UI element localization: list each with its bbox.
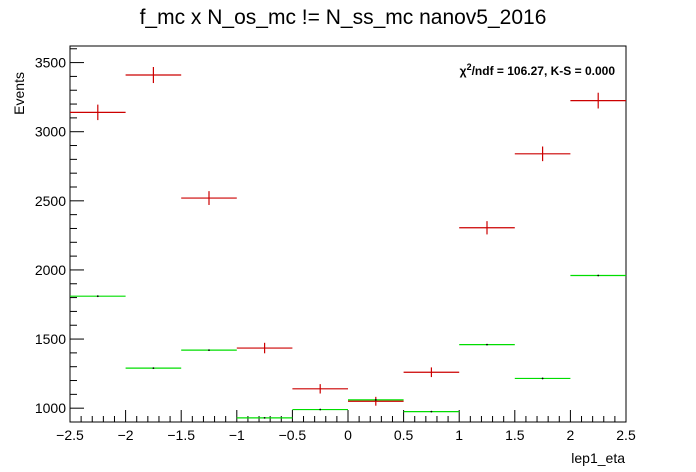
y-tick-label: 1500 [35, 331, 66, 347]
x-tick-label: −2 [118, 427, 134, 443]
green-point [208, 349, 210, 352]
y-axis-label: Events [11, 72, 27, 115]
green-point [152, 367, 155, 369]
y-tick-label: 1000 [35, 400, 66, 416]
green-point [263, 416, 266, 419]
stats-text: χ2/ndf = 106.27, K-S = 0.000 [460, 62, 616, 78]
y-tick-label: 2500 [35, 193, 66, 209]
x-tick-label: 1.5 [505, 427, 525, 443]
x-tick-label: −2.5 [56, 427, 84, 443]
x-tick-label: −0.5 [279, 427, 307, 443]
chart-title: f_mc x N_os_mc != N_ss_mc nanov5_2016 [140, 6, 547, 29]
y-tick-label: 3000 [35, 124, 66, 140]
y-tick-label: 2000 [35, 262, 66, 278]
plot-frame [69, 45, 627, 423]
x-tick-label: 2.5 [616, 427, 636, 443]
green-point [597, 274, 600, 277]
x-tick-label: −1.5 [167, 427, 195, 443]
green-point [486, 343, 488, 346]
x-tick-label: 0 [344, 427, 352, 443]
series-red [70, 67, 626, 406]
x-tick-label: 2 [567, 427, 575, 443]
x-tick-label: 1 [455, 427, 463, 443]
x-tick-label: −1 [229, 427, 245, 443]
series-green [70, 274, 626, 419]
x-tick-label: 0.5 [394, 427, 414, 443]
green-point [374, 398, 377, 401]
x-axis-label: lep1_eta [571, 450, 625, 466]
y-tick-label: 3500 [35, 55, 66, 71]
green-point [319, 408, 322, 411]
green-point [96, 295, 99, 298]
green-point [430, 410, 433, 413]
green-point [541, 377, 544, 380]
